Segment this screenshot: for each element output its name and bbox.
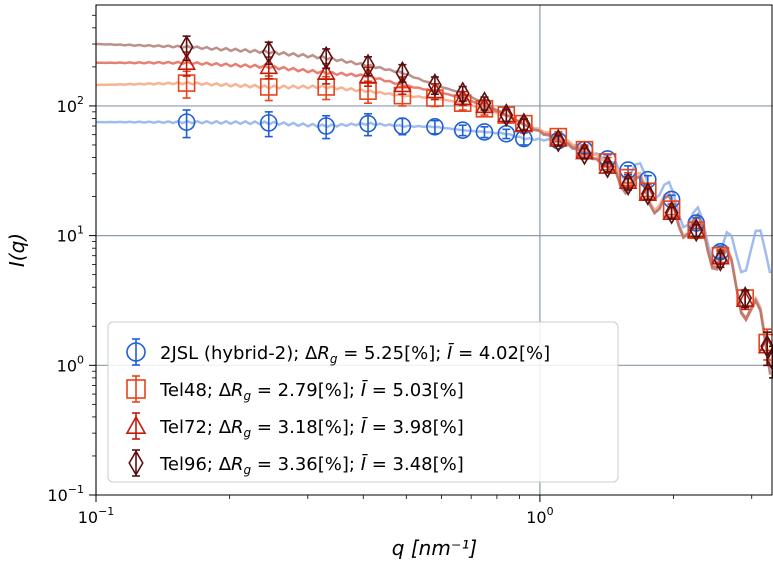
diamond-marker (689, 218, 704, 243)
series-tel96 (179, 34, 773, 379)
legend-entry-label: Tel72; ΔRg = 3.18[%]; Ī = 3.98[%] (159, 416, 464, 440)
triangle-marker (316, 63, 336, 81)
circle-marker (317, 117, 335, 135)
diamond-marker (499, 103, 514, 128)
circle-marker (475, 123, 494, 141)
diamond-marker (600, 154, 615, 179)
diamond-marker (713, 247, 728, 272)
y-tick-label: 100 (57, 353, 84, 375)
circle-marker (426, 118, 444, 136)
diamond-marker (516, 112, 531, 137)
triangle-marker (259, 57, 279, 75)
data-points (177, 34, 773, 379)
diamond-marker (427, 72, 442, 97)
triangle-marker (425, 81, 445, 99)
x-tick-label: 100 (526, 505, 553, 527)
circle-marker (393, 117, 412, 135)
square-marker (126, 379, 146, 399)
y-axis-label: I(q) (5, 233, 29, 267)
legend-entry-label: 2JSL (hybrid-2); ΔRg = 5.25[%]; Ī = 4.02… (160, 342, 550, 366)
diamond-marker (361, 53, 375, 78)
fit-curve-2jsl-hybrid-2- (96, 119, 772, 274)
diamond-marker (319, 45, 334, 70)
y-tick-label: 101 (57, 224, 84, 246)
diamond-marker (621, 172, 636, 197)
diamond-marker (760, 334, 773, 359)
x-axis-label: q [nm⁻¹] (392, 536, 477, 560)
triangle-marker (393, 75, 412, 93)
triangle-marker (125, 415, 147, 435)
diamond-marker (477, 91, 492, 116)
diamond-marker (455, 81, 470, 106)
legend-entry-label: Tel96; ΔRg = 3.36[%]; Ī = 3.48[%] (159, 453, 464, 477)
diamond-marker (551, 128, 566, 153)
plot-frame (95, 4, 773, 496)
triangle-marker (177, 53, 196, 71)
circle-marker (359, 114, 377, 133)
diamond-marker (261, 40, 276, 65)
diamond-marker (577, 141, 592, 166)
circle-marker (453, 121, 472, 139)
diamond-marker (128, 449, 144, 477)
diamond-marker (738, 286, 753, 311)
diamond-marker (395, 60, 410, 85)
diamond-marker (664, 200, 679, 225)
circle-marker (177, 113, 196, 131)
circle-marker (126, 342, 146, 362)
y-tick-label: 10−1 (47, 483, 84, 505)
circle-marker (259, 114, 278, 132)
y-tick-label: 102 (57, 94, 84, 116)
diamond-marker (640, 181, 655, 206)
triangle-marker (598, 157, 617, 174)
legend-box (107, 321, 619, 483)
legend-entry-label: Tel48; ΔRg = 2.79[%]; Ī = 5.03[%] (159, 379, 464, 403)
legend: 2JSL (hybrid-2); ΔRg = 5.25[%]; Ī = 4.02… (107, 321, 619, 483)
diamond-marker (766, 347, 773, 372)
x-tick-label: 10−1 (78, 505, 115, 527)
diamond-marker (179, 34, 194, 59)
